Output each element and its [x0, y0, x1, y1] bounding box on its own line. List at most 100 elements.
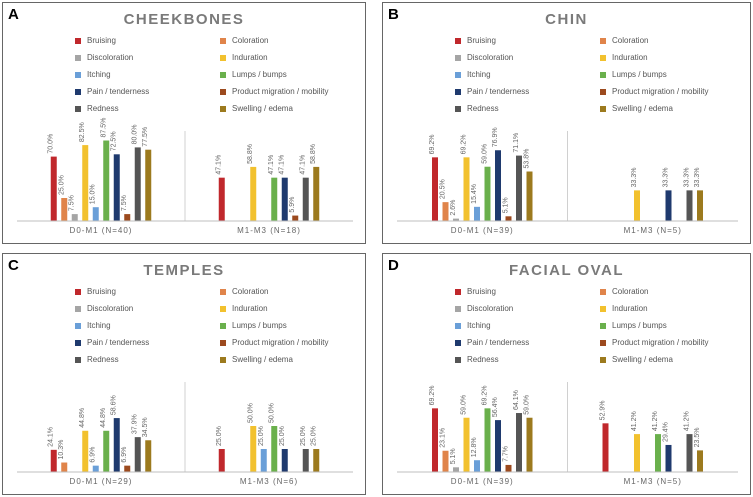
legend-swatch: [455, 106, 461, 112]
legend-label: Pain / tenderness: [87, 87, 150, 96]
bar-pain-tenderness: [495, 150, 501, 221]
bar-coloration: [442, 450, 449, 472]
bar-value-label: 25.0%: [258, 426, 265, 446]
legend-item-discoloration: Discoloration: [75, 303, 220, 317]
bar-lumps-bumps: [484, 166, 491, 221]
legend-item-discoloration: Discoloration: [455, 303, 600, 317]
bar-value-label: 47.1%: [279, 155, 286, 175]
bar-swelling-edema: [313, 449, 320, 472]
legend-item-bruising: Bruising: [75, 286, 220, 300]
group-axis-label: M1-M3 (N=18): [237, 226, 301, 235]
bar-value-label: 15.0%: [90, 184, 97, 204]
group-axis-label: M1-M3 (N=5): [624, 226, 682, 235]
bar-value-label: 25.0%: [279, 426, 286, 446]
bar-value-label: 7.5%: [121, 195, 128, 211]
legend-label: Lumps / bumps: [612, 70, 667, 79]
legend-item-discoloration: Discoloration: [455, 52, 600, 66]
legend-label: Induration: [232, 304, 268, 313]
legend-item-induration: Induration: [220, 303, 365, 317]
bar-bruising: [602, 423, 609, 472]
bar-value-label: 15.4%: [471, 184, 478, 204]
bar-redness: [686, 190, 693, 221]
group-axis-label: M1-M3 (N=6): [240, 477, 298, 486]
legend-swatch: [600, 357, 606, 363]
legend-label: Discoloration: [87, 304, 134, 313]
group-axis-label: D0-M1 (N=39): [451, 226, 514, 235]
bar-swelling-edema: [526, 417, 533, 472]
legend-label: Product migration / mobility: [232, 87, 329, 96]
legend-label: Bruising: [467, 287, 496, 296]
bar-value-label: 5.9%: [289, 197, 296, 213]
bar-value-label: 37.9%: [132, 414, 139, 434]
bar-value-label: 64.1%: [513, 390, 520, 410]
bar-induration: [250, 166, 257, 221]
bar-bruising: [218, 177, 225, 221]
legend-swatch: [455, 340, 461, 346]
bar-value-label: 87.5%: [100, 118, 107, 138]
legend-item-coloration: Coloration: [600, 35, 745, 49]
legend-item-product-migration-mobility: Product migration / mobility: [220, 86, 365, 100]
legend-label: Redness: [87, 355, 119, 364]
bar-bruising: [432, 408, 438, 472]
legend-swatch: [220, 89, 226, 95]
bar-discoloration: [453, 467, 459, 472]
bar-pain-tenderness: [495, 420, 501, 472]
legend-label: Itching: [87, 70, 111, 79]
chart-panel-c: C TEMPLES Bruising Coloration Discoloratio…: [2, 253, 366, 495]
bar-value-label: 72.5%: [111, 131, 118, 151]
bar-value-label: 70.0%: [48, 134, 55, 154]
bar-swelling-edema: [313, 166, 320, 221]
bar-value-label: 52.9%: [600, 400, 607, 420]
legend-label: Product migration / mobility: [232, 338, 329, 347]
legend-swatch: [600, 340, 606, 346]
bar-bruising: [218, 449, 225, 472]
panel-letter: A: [8, 6, 19, 23]
legend-label: Induration: [612, 53, 648, 62]
legend-label: Pain / tenderness: [467, 87, 530, 96]
legend-item-bruising: Bruising: [455, 286, 600, 300]
chart-title: TEMPLES: [143, 262, 225, 279]
bar-value-label: 6.9%: [90, 447, 97, 463]
legend-swatch: [220, 38, 226, 44]
group-axis-label: D0-M1 (N=40): [70, 226, 133, 235]
bar-value-label: 23.5%: [694, 428, 701, 448]
bar-value-label: 23.1%: [440, 428, 447, 448]
bar-chart: 69.2% 20.5%2.6% 69.2% 15.4% 59.0%76.9% 5.1% 71…: [397, 127, 738, 235]
chart-title: FACIAL OVAL: [508, 262, 625, 279]
bar-product-migration-mobility: [505, 464, 512, 472]
legend-label: Redness: [87, 104, 119, 113]
bar-swelling-edema: [145, 440, 152, 472]
legend-label: Lumps / bumps: [232, 321, 287, 330]
legend-label: Coloration: [612, 36, 649, 45]
legend-label: Induration: [232, 53, 268, 62]
legend-item-redness: Redness: [75, 103, 220, 117]
legend-item-coloration: Coloration: [220, 35, 365, 49]
bar-chart: 24.1%10.3% 44.8% 6.9% 44.8% 58.6% 6.9% 37.9% 34…: [17, 382, 353, 486]
legend-swatch: [600, 89, 606, 95]
legend-swatch: [220, 340, 226, 346]
bar-value-label: 29.4%: [663, 422, 670, 442]
chart-title: CHIN: [545, 11, 588, 28]
bar-value-label: 69.2%: [461, 134, 468, 154]
legend-swatch: [75, 340, 81, 346]
legend-label: Induration: [612, 304, 648, 313]
bar-coloration: [61, 198, 68, 221]
legend-swatch: [455, 289, 461, 295]
legend-item-lumps-bumps: Lumps / bumps: [600, 69, 745, 83]
bar-induration: [82, 145, 89, 221]
legend-swatch: [75, 306, 81, 312]
bar-value-label: 33.3%: [663, 168, 670, 188]
bar-value-label: 33.3%: [684, 168, 691, 188]
legend-label: Pain / tenderness: [87, 338, 150, 347]
bar-lumps-bumps: [655, 434, 661, 472]
bar-discoloration: [71, 214, 78, 221]
bar-value-label: 5.1%: [450, 448, 457, 464]
legend-swatch: [455, 89, 461, 95]
chart-title: CHEEKBONES: [123, 11, 245, 28]
bar-product-migration-mobility: [124, 465, 131, 472]
legend-item-pain-tenderness: Pain / tenderness: [75, 86, 220, 100]
legend-swatch: [75, 38, 81, 44]
chart-panel-a: A CHEEKBONES Bruising Coloration Discolora…: [2, 2, 366, 244]
bar-value-label: 33.3%: [694, 168, 701, 188]
legend-label: Coloration: [232, 287, 269, 296]
